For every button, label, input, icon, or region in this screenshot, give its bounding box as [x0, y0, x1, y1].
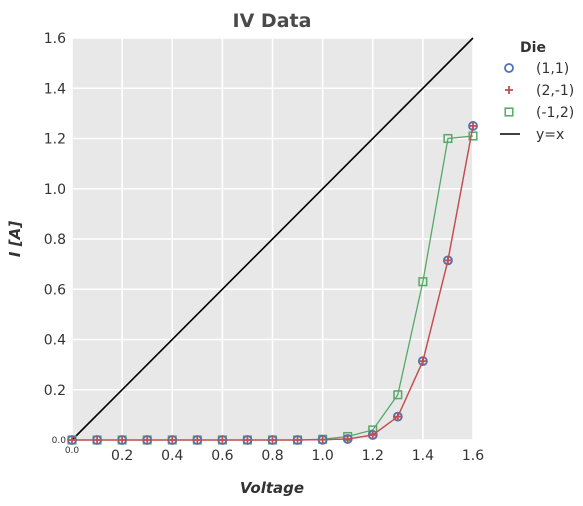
data-layer [67, 37, 478, 445]
y-tick-label: 1.2 [44, 132, 66, 148]
x-tick-label: 1.6 [462, 448, 484, 464]
legend: Die (1,1) (2,-1) (-1,2) y=x [500, 40, 574, 143]
square-marker [468, 131, 478, 141]
x-tick-label: 1.4 [412, 448, 434, 464]
y-tick-label: 0.0 [52, 436, 67, 446]
axis-ticks: 0.0 0.2 0.4 0.6 0.8 1.0 1.2 1.4 1.6 0.0 0.2 0.4 0.6 0… [44, 31, 484, 464]
x-tick-label: 0.2 [111, 448, 133, 464]
square-marker [504, 107, 514, 117]
y-tick-label: 1.6 [44, 31, 66, 47]
square-marker [418, 277, 428, 287]
legend-title: Die [520, 40, 546, 56]
legend-label: (-1,2) [536, 105, 574, 121]
y-tick-label: 0.4 [44, 333, 66, 349]
y-tick-label: 0.2 [44, 383, 66, 399]
series-1 [68, 121, 477, 444]
x-tick-label: 1.2 [362, 448, 384, 464]
series-3 [71, 37, 474, 441]
circle-marker [504, 63, 514, 73]
legend-item: (1,1) [504, 61, 569, 77]
legend-item: y=x [500, 127, 564, 143]
x-tick-label: 0.4 [161, 448, 183, 464]
series-line [71, 37, 474, 441]
square-marker [443, 133, 453, 144]
chart-title: IV Data [233, 10, 312, 32]
y-tick-label: 1.4 [44, 81, 66, 97]
legend-item: (-1,2) [504, 105, 574, 121]
y-tick-label: 0.6 [44, 282, 66, 298]
legend-label: (2,-1) [536, 83, 574, 99]
square-marker [393, 390, 403, 400]
plot-area [67, 37, 478, 445]
legend-label: y=x [536, 127, 564, 143]
x-tick-label: 1.0 [311, 448, 333, 464]
x-axis-label: Voltage [240, 479, 304, 497]
x-tick-label: 0.8 [261, 448, 283, 464]
x-tick-label: 0.6 [211, 448, 233, 464]
y-axis-label: I [A] [6, 221, 24, 257]
y-tick-label: 1.0 [44, 182, 66, 198]
x-tick-label: 0.0 [65, 446, 80, 456]
legend-item: (2,-1) [505, 83, 574, 99]
legend-label: (1,1) [536, 61, 569, 77]
y-tick-label: 0.8 [44, 232, 66, 248]
